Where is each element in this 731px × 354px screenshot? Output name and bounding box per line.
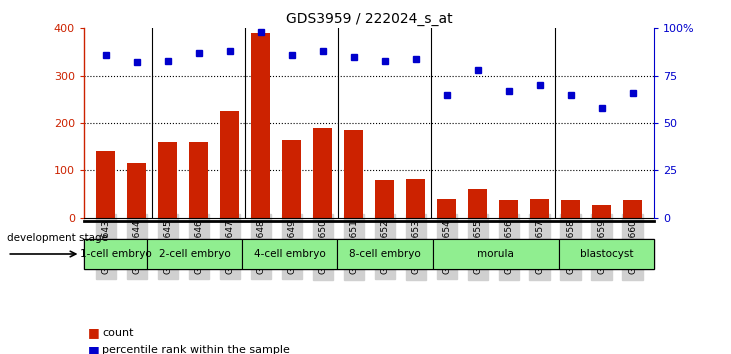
Bar [530,199,549,218]
Bar [251,33,270,218]
Bar [499,200,518,218]
Bar [406,179,425,218]
Bar [96,152,115,218]
Bar [624,200,642,218]
Bar [189,142,208,218]
Bar [592,205,611,218]
Bar [344,130,363,218]
Text: 2-cell embryo: 2-cell embryo [159,249,231,259]
Bar [243,239,338,269]
Bar [221,111,239,218]
Text: ■: ■ [88,344,99,354]
Bar [148,239,243,269]
Bar [159,142,177,218]
Bar [338,239,433,269]
Text: 8-cell embryo: 8-cell embryo [349,249,421,259]
Bar [433,239,559,269]
Bar [84,239,148,269]
Bar [469,189,487,218]
Title: GDS3959 / 222024_s_at: GDS3959 / 222024_s_at [286,12,452,26]
Bar [561,200,580,218]
Bar [559,239,654,269]
Text: 4-cell embryo: 4-cell embryo [254,249,326,259]
Bar [282,139,301,218]
Text: percentile rank within the sample: percentile rank within the sample [102,346,290,354]
Text: blastocyst: blastocyst [580,249,634,259]
Text: ■: ■ [88,326,99,339]
Bar [437,199,456,218]
Text: 1-cell embryo: 1-cell embryo [80,249,151,259]
Text: morula: morula [477,249,515,259]
Bar [314,128,332,218]
Text: development stage: development stage [7,233,108,243]
Bar [127,163,146,218]
Bar [375,180,394,218]
Text: count: count [102,328,134,338]
